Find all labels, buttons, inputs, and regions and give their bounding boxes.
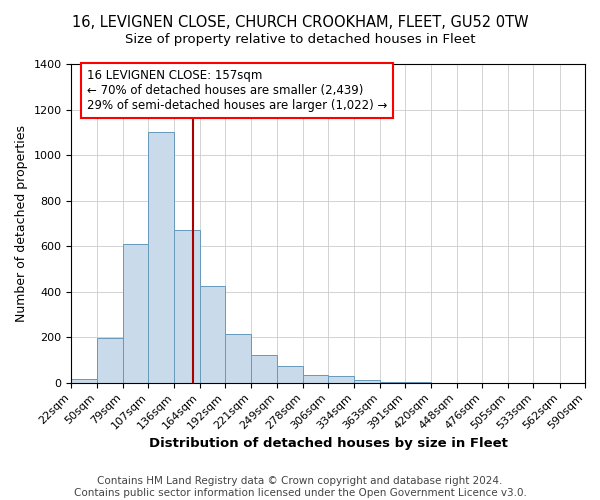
Text: 16, LEVIGNEN CLOSE, CHURCH CROOKHAM, FLEET, GU52 0TW: 16, LEVIGNEN CLOSE, CHURCH CROOKHAM, FLE… xyxy=(71,15,529,30)
Text: Contains HM Land Registry data © Crown copyright and database right 2024.
Contai: Contains HM Land Registry data © Crown c… xyxy=(74,476,526,498)
Bar xyxy=(97,338,123,382)
Text: Size of property relative to detached houses in Fleet: Size of property relative to detached ho… xyxy=(125,32,475,46)
Bar xyxy=(175,230,200,382)
Bar xyxy=(277,366,303,382)
Bar xyxy=(148,132,175,382)
Bar xyxy=(200,286,225,382)
Bar xyxy=(303,375,328,382)
Bar xyxy=(123,244,148,382)
Bar xyxy=(251,356,277,382)
Text: 16 LEVIGNEN CLOSE: 157sqm
← 70% of detached houses are smaller (2,439)
29% of se: 16 LEVIGNEN CLOSE: 157sqm ← 70% of detac… xyxy=(87,69,387,112)
Bar xyxy=(71,380,97,382)
Bar xyxy=(328,376,353,382)
Bar xyxy=(353,380,380,382)
X-axis label: Distribution of detached houses by size in Fleet: Distribution of detached houses by size … xyxy=(149,437,508,450)
Y-axis label: Number of detached properties: Number of detached properties xyxy=(15,125,28,322)
Bar xyxy=(225,334,251,382)
